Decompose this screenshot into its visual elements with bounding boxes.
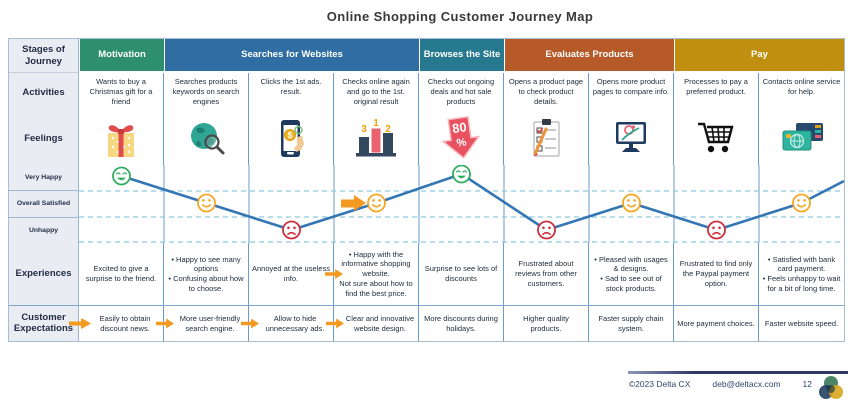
expectation-arrow-icon — [156, 318, 174, 329]
experience-cell: Frustrated about reviews from other cust… — [504, 243, 589, 305]
chart-arrow-icon — [341, 195, 366, 211]
footer-copyright: ©2023 Delta CX — [628, 379, 691, 389]
ranking-podium-icon: 3 1 2 — [334, 113, 419, 165]
stages-of-journey-header: Stages of Journey — [9, 39, 79, 73]
row-label-customer-expectations: Customer Expectations — [9, 305, 91, 341]
expectation-cell: More discounts during holidays. — [419, 305, 504, 341]
experience-cell: Frustrated to find only the Paypal payme… — [674, 243, 759, 305]
expectation-cell: Faster website speed. — [759, 305, 844, 341]
expectation-text: Allow to hide unnecessary ads. — [265, 313, 325, 333]
stage-header-browses-the-site: Browses the Site — [419, 39, 504, 73]
svg-text:2: 2 — [385, 124, 391, 135]
journey-map-table: Stages of Journey Motivation Searches fo… — [8, 38, 845, 342]
satisfied-face-icon — [622, 193, 641, 213]
expectation-cell: Higher quality products. — [504, 305, 589, 341]
expectation-cell: More user-friendly search engine. — [156, 305, 249, 341]
experience-cell: • Pleased with usages & designs. • Sad t… — [589, 243, 674, 305]
expectation-cell: More payment choices. — [674, 305, 759, 341]
activity-cell: Processes to pay a preferred product. — [674, 73, 759, 113]
emotion-level-unhappy: Unhappy — [28, 226, 59, 234]
satisfied-face-icon — [367, 193, 386, 213]
credit-cards-icon — [759, 113, 844, 165]
footer-page-number: 12 — [802, 379, 812, 389]
shopping-cart-icon — [674, 113, 759, 165]
activity-cell: Wants to buy a Christmas gift for a frie… — [79, 73, 164, 113]
activity-cell: Clicks the 1st ads. result. — [249, 73, 334, 113]
experience-cell: • Happy to see many options • Confusing … — [164, 243, 249, 305]
svg-text:80: 80 — [451, 119, 467, 136]
expectations-arrow-icon — [69, 318, 91, 329]
activity-cell: Contacts online service for help. — [762, 77, 841, 96]
discount-80-percent-icon: 80 % — [419, 113, 504, 165]
checklist-icon — [504, 113, 589, 165]
unhappy-face-icon — [707, 220, 726, 240]
experience-cell: • Satisfied with bank card payment. • Fe… — [762, 254, 841, 293]
stage-header-searches-for-websites: Searches for Websites — [164, 39, 419, 73]
expectation-cell: Easily to obtain discount news. — [71, 305, 164, 341]
row-label-experiences: Experiences — [9, 243, 79, 305]
svg-text:1: 1 — [373, 118, 379, 129]
expectation-text: Clear and innovative website design. — [345, 313, 415, 333]
satisfied-face-icon — [197, 193, 216, 213]
design-monitor-icon — [589, 113, 674, 165]
activity-cell: Opens a product page to check product de… — [504, 73, 589, 113]
unhappy-face-icon — [282, 220, 301, 240]
emotion-level-very-happy: Very Happy — [9, 165, 78, 192]
emotion-level-overall-satisfied: Overall Satisfied — [9, 191, 78, 218]
expectation-cell: Faster supply chain system. — [589, 305, 674, 341]
row-label-feelings: Feelings — [9, 113, 79, 165]
svg-text:3: 3 — [361, 124, 367, 135]
globe-search-icon — [164, 113, 249, 165]
svg-text:$: $ — [288, 131, 293, 140]
activity-cell: Searches products keywords on search eng… — [164, 73, 249, 113]
activity-cell: Checks out ongoing deals and hot sale pr… — [419, 73, 504, 113]
stage-header-pay: Pay — [674, 39, 844, 73]
footer: ©2023 Delta CX deb@deltacx.com 12 — [629, 379, 812, 389]
mobile-payment-icon: $ — [249, 113, 334, 165]
expectation-text: More user-friendly search engine. — [179, 313, 241, 333]
expectation-arrow-icon — [241, 318, 259, 329]
page-title: Online Shopping Customer Journey Map — [326, 9, 594, 24]
stage-header-motivation: Motivation — [79, 39, 164, 73]
activity-cell: Opens more product pages to compare info… — [589, 73, 674, 113]
customer-expectations-text: Customer Expectations — [13, 311, 74, 334]
very-happy-face-icon — [452, 165, 471, 184]
experience-cell: Annoyed at the useless info. — [249, 243, 334, 305]
experience-arrow-icon — [325, 269, 343, 279]
sentiment-chart-svg — [79, 165, 844, 243]
experience-cell: Surprise to see lots of discounts — [419, 243, 504, 305]
experience-text: • Happy with the informative shopping we… — [339, 249, 413, 298]
stage-header-evaluates-products: Evaluates Products — [504, 39, 674, 73]
experience-cell: Excited to give a surprise to the friend… — [79, 243, 164, 305]
expectation-arrow-icon — [326, 318, 344, 329]
footer-email[interactable]: deb@deltacx.com — [712, 379, 781, 389]
sentiment-line-chart — [79, 165, 844, 243]
footer-divider — [628, 371, 848, 374]
expectation-cell: Clear and innovative website design. — [326, 305, 419, 341]
activity-cell: Checks online again and go to the 1st. o… — [334, 73, 419, 113]
unhappy-face-icon — [537, 220, 556, 240]
row-label-activities: Activities — [9, 73, 79, 113]
gift-icon — [79, 113, 164, 165]
emotion-scale: Very Happy Overall Satisfied Unhappy — [9, 165, 79, 243]
expectation-text: Easily to obtain discount news. — [99, 313, 151, 333]
experience-cell: • Happy with the informative shopping we… — [325, 243, 419, 305]
expectation-cell: Allow to hide unnecessary ads. — [241, 305, 334, 341]
very-happy-face-icon — [112, 166, 131, 186]
satisfied-face-icon — [792, 193, 811, 213]
svg-text:%: % — [456, 136, 468, 149]
delta-cx-logo — [817, 374, 845, 407]
